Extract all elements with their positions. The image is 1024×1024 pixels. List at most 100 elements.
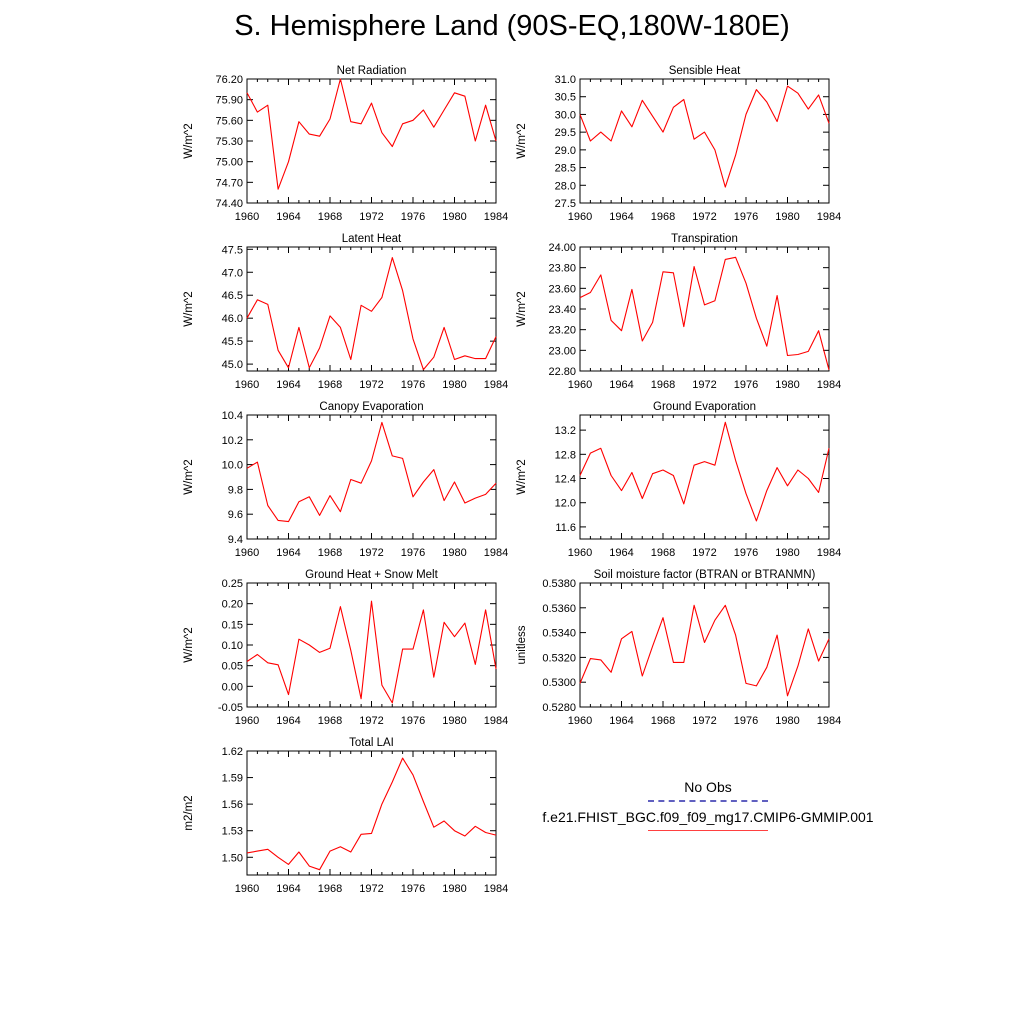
- y-tick-label: 1.62: [222, 746, 243, 758]
- y-tick-label: 74.70: [215, 177, 243, 189]
- chart-panel-7: 1960 1964 1968 1972 1976 1980 1984 -0.05 0.00 0.0…: [183, 569, 508, 727]
- x-tick-label: 1984: [484, 379, 508, 391]
- y-tick-label: 9.8: [228, 484, 243, 496]
- x-tick-label: 1976: [734, 547, 758, 559]
- y-tick-label: 1.50: [222, 852, 243, 864]
- y-tick-label: 0.5360: [542, 603, 576, 615]
- x-tick-label: 1984: [484, 883, 508, 895]
- series-line: [579, 421, 830, 522]
- x-tick-label: 1960: [568, 211, 592, 223]
- x-tick-label: 1964: [276, 211, 300, 223]
- plot-frame: [246, 246, 497, 372]
- x-tick-label: 1968: [651, 211, 675, 223]
- y-tick-label: 23.60: [548, 283, 576, 295]
- x-tick-label: 1964: [276, 547, 300, 559]
- y-axis-label: m2/m2: [183, 795, 195, 830]
- y-tick-label: 12.4: [555, 474, 576, 486]
- chart-panel-1: 1960 1964 1968 1972 1976 1980 1984 74.40 74.70 75…: [183, 65, 508, 223]
- plot-frame: [579, 246, 830, 372]
- x-tick-label: 1984: [817, 547, 841, 559]
- y-axis-label: W/m^2: [516, 291, 528, 326]
- x-tick-label: 1964: [276, 883, 300, 895]
- y-tick-label: 29.0: [555, 145, 576, 157]
- y-axis-label: W/m^2: [183, 627, 195, 662]
- x-tick-label: 1968: [651, 547, 675, 559]
- x-tick-label: 1968: [318, 379, 342, 391]
- y-axis-label: W/m^2: [183, 123, 195, 158]
- y-tick-label: 75.00: [215, 157, 243, 169]
- legend-obs-label: No Obs: [684, 779, 732, 795]
- y-tick-label: 75.60: [215, 115, 243, 127]
- x-tick-label: 1972: [359, 715, 383, 727]
- legend-obs-line: [648, 800, 768, 802]
- chart-panel-2: 1960 1964 1968 1972 1976 1980 1984 27.5 28.0 28.5…: [516, 65, 841, 223]
- x-tick-label: 1984: [484, 715, 508, 727]
- series-line: [246, 257, 497, 371]
- series-line: [246, 757, 497, 871]
- y-tick-label: 45.0: [222, 359, 243, 371]
- panel-title: Ground Evaporation: [653, 401, 756, 413]
- x-tick-label: 1976: [401, 883, 425, 895]
- plot-frame: [246, 750, 497, 876]
- y-tick-label: 0.25: [222, 578, 243, 590]
- chart-panel-9: 1960 1964 1968 1972 1976 1980 1984 1.50 1.53 1.56…: [183, 737, 508, 895]
- y-axis-label: W/m^2: [516, 459, 528, 494]
- plot-frame: [579, 582, 830, 708]
- y-tick-label: 0.5300: [542, 677, 576, 689]
- y-tick-label: 31.0: [555, 74, 576, 86]
- y-tick-label: 46.0: [222, 313, 243, 325]
- series-line: [246, 600, 497, 704]
- panel-title: Latent Heat: [342, 233, 402, 245]
- y-tick-label: 75.90: [215, 95, 243, 107]
- y-axis-label: W/m^2: [516, 123, 528, 158]
- y-tick-label: 0.5380: [542, 578, 576, 590]
- x-tick-label: 1976: [734, 379, 758, 391]
- x-tick-label: 1972: [692, 547, 716, 559]
- y-tick-label: 12.0: [555, 498, 576, 510]
- y-tick-label: 12.8: [555, 449, 576, 461]
- x-tick-label: 1968: [318, 883, 342, 895]
- x-tick-label: 1960: [235, 883, 259, 895]
- panel-title: Total LAI: [349, 737, 394, 749]
- y-axis-label: unitless: [516, 625, 528, 664]
- y-tick-label: 76.20: [215, 74, 243, 86]
- x-tick-label: 1980: [775, 379, 799, 391]
- y-tick-label: 24.00: [548, 242, 576, 254]
- y-tick-label: 0.20: [222, 599, 243, 611]
- y-tick-label: 0.10: [222, 640, 243, 652]
- panel-title: Canopy Evaporation: [319, 401, 423, 413]
- y-tick-label: 28.0: [555, 180, 576, 192]
- figure-title: S. Hemisphere Land (90S-EQ,180W-180E): [234, 10, 790, 42]
- y-tick-label: 13.2: [555, 425, 576, 437]
- x-tick-label: 1976: [401, 211, 425, 223]
- x-tick-label: 1960: [568, 547, 592, 559]
- x-tick-label: 1968: [651, 379, 675, 391]
- x-tick-label: 1976: [401, 379, 425, 391]
- x-tick-label: 1964: [609, 211, 633, 223]
- x-tick-label: 1980: [442, 379, 466, 391]
- plot-frame: [246, 414, 497, 540]
- x-tick-label: 1976: [734, 211, 758, 223]
- y-tick-label: 23.80: [548, 263, 576, 275]
- y-tick-label: 1.53: [222, 826, 243, 838]
- y-tick-label: 74.40: [215, 198, 243, 210]
- series-line: [246, 421, 497, 523]
- y-tick-label: 0.00: [222, 681, 243, 693]
- y-tick-label: 23.40: [548, 304, 576, 316]
- series-line: [579, 85, 830, 188]
- plot-frame: [246, 78, 497, 204]
- y-tick-label: 10.4: [222, 410, 243, 422]
- y-tick-label: 1.56: [222, 799, 243, 811]
- x-tick-label: 1972: [692, 715, 716, 727]
- x-tick-label: 1960: [568, 715, 592, 727]
- plot-frame: [579, 414, 830, 540]
- y-axis-label: W/m^2: [183, 459, 195, 494]
- x-tick-label: 1980: [442, 715, 466, 727]
- chart-panel-8: 1960 1964 1968 1972 1976 1980 1984 0.5280 0.5300…: [516, 569, 841, 727]
- y-tick-label: 0.5340: [542, 628, 576, 640]
- y-tick-label: 1.59: [222, 773, 243, 785]
- legend-case-label: f.e21.FHIST_BGC.f09_f09_mg17.CMIP6-GMMIP…: [542, 809, 874, 825]
- x-tick-label: 1984: [817, 379, 841, 391]
- y-tick-label: 27.5: [555, 198, 576, 210]
